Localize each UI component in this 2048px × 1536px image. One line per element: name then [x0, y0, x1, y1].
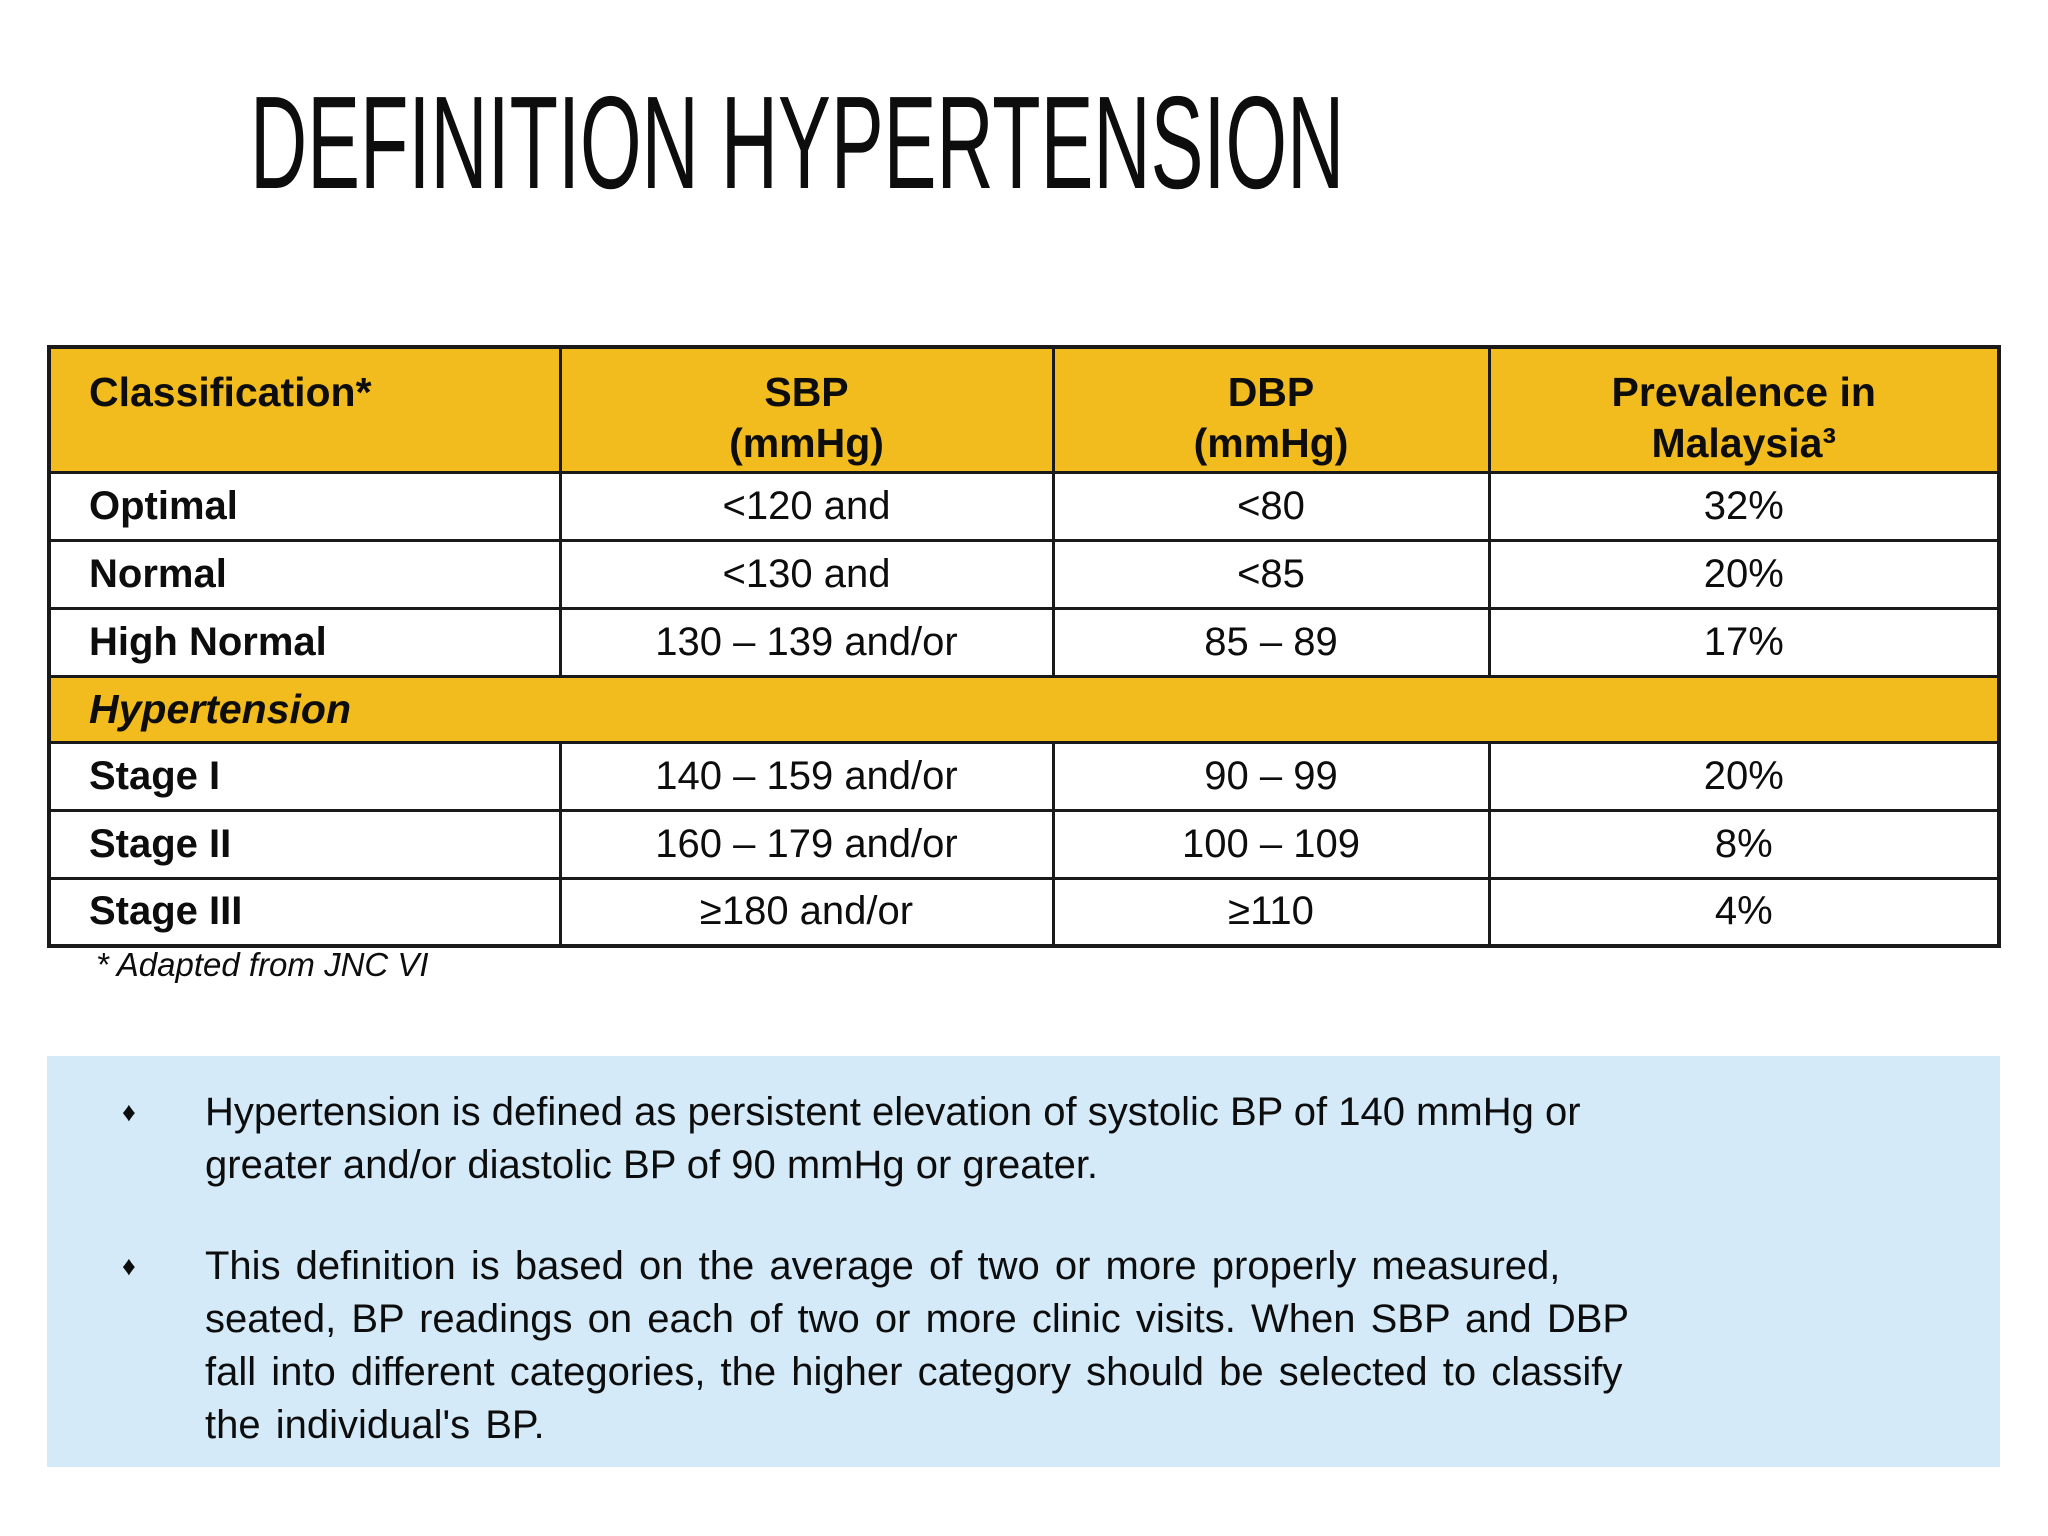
- cell-dbp: ≥110: [1051, 876, 1491, 948]
- cell-dbp: 100 – 109: [1051, 808, 1491, 880]
- row-label: Stage II: [47, 808, 562, 880]
- diamond-bullet-icon: ♦: [122, 1251, 136, 1281]
- row-label: Stage III: [47, 876, 562, 948]
- cell-prevalence: 8%: [1487, 808, 2001, 880]
- cell-prevalence: 20%: [1487, 740, 2001, 812]
- note-item: ♦ This definition is based on the averag…: [122, 1240, 1960, 1452]
- table-row-stage-3: Stage III ≥180 and/or ≥110 4%: [47, 876, 2001, 948]
- cell-dbp: <85: [1051, 538, 1491, 610]
- col-header-classification: Classification*: [47, 345, 562, 474]
- note-item: ♦ Hypertension is defined as persistent …: [122, 1086, 1960, 1192]
- cell-prevalence: 32%: [1487, 470, 2001, 542]
- cell-sbp: <130 and: [558, 538, 1055, 610]
- row-label: Normal: [47, 538, 562, 610]
- col-header-prevalence: Prevalence in Malaysia³: [1487, 345, 2001, 474]
- page-title: DEFINITION HYPERTENSION: [250, 69, 1345, 216]
- col-header-dbp: DBP (mmHg): [1051, 345, 1491, 474]
- cell-prevalence: 17%: [1487, 606, 2001, 678]
- table-row-optimal: Optimal <120 and <80 32%: [47, 470, 2001, 542]
- table-row-normal: Normal <130 and <85 20%: [47, 538, 2001, 610]
- table-footnote: * Adapted from JNC VI: [96, 946, 429, 983]
- table-section-row-hypertension: Hypertension: [47, 674, 2001, 744]
- bp-classification-table: Classification* SBP (mmHg) DBP (mmHg) Pr…: [47, 345, 2001, 948]
- row-label: Optimal: [47, 470, 562, 542]
- cell-dbp: 85 – 89: [1051, 606, 1491, 678]
- col-header-sbp: SBP (mmHg): [558, 345, 1055, 474]
- cell-sbp: ≥180 and/or: [558, 876, 1055, 948]
- row-label: Stage I: [47, 740, 562, 812]
- note-text: Hypertension is defined as persistent el…: [205, 1090, 1581, 1187]
- table-row-stage-2: Stage II 160 – 179 and/or 100 – 109 8%: [47, 808, 2001, 880]
- cell-dbp: 90 – 99: [1051, 740, 1491, 812]
- note-text: This definition is based on the average …: [205, 1244, 1630, 1447]
- cell-sbp: 130 – 139 and/or: [558, 606, 1055, 678]
- section-label: Hypertension: [47, 674, 2001, 744]
- cell-sbp: 140 – 159 and/or: [558, 740, 1055, 812]
- cell-prevalence: 4%: [1487, 876, 2001, 948]
- table-row-stage-1: Stage I 140 – 159 and/or 90 – 99 20%: [47, 740, 2001, 812]
- notes-box: ♦ Hypertension is defined as persistent …: [47, 1056, 2000, 1467]
- cell-sbp: 160 – 179 and/or: [558, 808, 1055, 880]
- cell-dbp: <80: [1051, 470, 1491, 542]
- table-header-row: Classification* SBP (mmHg) DBP (mmHg) Pr…: [47, 345, 2001, 474]
- cell-prevalence: 20%: [1487, 538, 2001, 610]
- row-label: High Normal: [47, 606, 562, 678]
- diamond-bullet-icon: ♦: [122, 1097, 136, 1127]
- cell-sbp: <120 and: [558, 470, 1055, 542]
- table-row-high-normal: High Normal 130 – 139 and/or 85 – 89 17%: [47, 606, 2001, 678]
